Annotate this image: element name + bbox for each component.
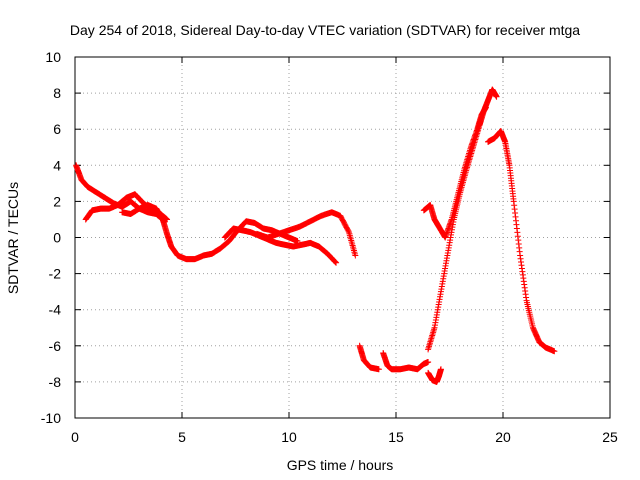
series-arc-11 — [485, 128, 558, 355]
data-point — [425, 359, 432, 366]
data-point — [345, 227, 352, 234]
data-point — [493, 93, 500, 100]
data-point — [332, 259, 339, 266]
x-axis-label: GPS time / hours — [287, 457, 394, 473]
data-point — [482, 104, 489, 111]
y-tick-label: 2 — [53, 193, 61, 209]
series-arc-5 — [253, 209, 359, 259]
y-tick-label: -8 — [49, 374, 62, 390]
y-tick-label: -4 — [49, 302, 62, 318]
series-arc-7 — [380, 350, 432, 373]
y-axis-label: SDTVAR / TECUs — [5, 182, 21, 294]
series-arc-6 — [356, 342, 382, 373]
tick-marks — [74, 56, 611, 419]
x-tick-label: 25 — [602, 429, 618, 445]
y-tick-label: 0 — [53, 230, 61, 246]
y-tick-label: 6 — [53, 121, 61, 137]
data-point — [331, 258, 338, 265]
series-arc-4 — [221, 225, 340, 266]
x-tick-label: 20 — [495, 429, 511, 445]
y-tick-label: 4 — [53, 157, 61, 173]
x-tick-label: 0 — [71, 429, 79, 445]
y-tick-label: -10 — [41, 410, 61, 426]
grid-lines — [75, 57, 610, 418]
y-tick-label: 8 — [53, 85, 61, 101]
x-tick-label: 15 — [388, 429, 404, 445]
series-arc-8 — [425, 366, 444, 385]
data-point — [352, 252, 359, 259]
x-tick-label: 5 — [178, 429, 186, 445]
y-tick-label: -2 — [49, 266, 62, 282]
data-points — [73, 86, 558, 385]
data-point — [551, 348, 558, 355]
series-arc-10 — [420, 104, 489, 241]
y-tick-label: 10 — [45, 49, 61, 65]
y-tick-label: -6 — [49, 338, 62, 354]
data-point — [375, 366, 382, 373]
tick-labels: 0 5 10 15 20 25 -10 -8 -6 -4 -2 0 2 4 6 8 10 — [41, 49, 618, 445]
data-point — [437, 366, 444, 373]
data-point — [333, 259, 340, 266]
x-tick-label: 10 — [281, 429, 297, 445]
chart-title: Day 254 of 2018, Sidereal Day-to-day VTE… — [70, 22, 580, 38]
